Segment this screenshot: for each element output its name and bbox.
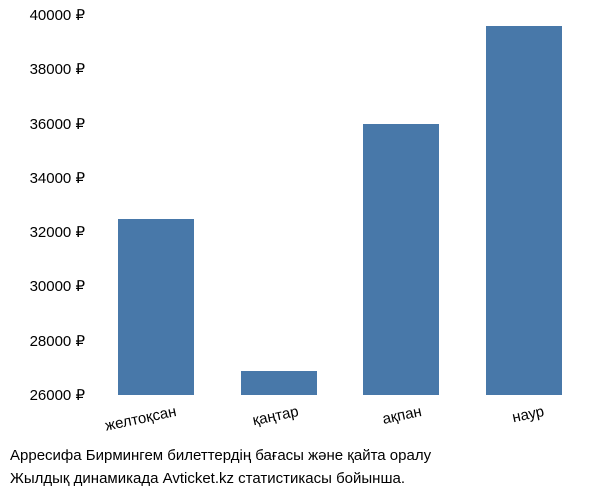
plot-area xyxy=(95,15,585,395)
y-tick-label: 26000 ₽ xyxy=(30,386,85,404)
x-tick-label: желтоқсан xyxy=(103,403,177,435)
y-tick-label: 40000 ₽ xyxy=(30,6,85,24)
x-tick-label: наур xyxy=(510,403,545,426)
chart-caption: Арресифа Бирмингем билеттердің бағасы жә… xyxy=(10,445,590,490)
y-tick-label: 36000 ₽ xyxy=(30,115,85,133)
caption-line-2: Жылдық динамикада Avticket.kz статистика… xyxy=(10,468,590,491)
price-chart: 26000 ₽ 28000 ₽ 30000 ₽ 32000 ₽ 34000 ₽ 36000… xyxy=(0,0,600,500)
bars-group xyxy=(95,15,585,395)
bar xyxy=(118,219,194,395)
y-axis: 26000 ₽28000 ₽30000 ₽32000 ₽34000 ₽36000… xyxy=(0,15,90,395)
y-tick-label: 32000 ₽ xyxy=(30,223,85,241)
x-axis: желтоқсан қаңтар ақпан наур xyxy=(95,398,585,438)
x-tick-label: ақпан xyxy=(380,403,422,428)
x-tick-label: қаңтар xyxy=(251,403,300,429)
caption-line-1: Арресифа Бирмингем билеттердің бағасы жә… xyxy=(10,445,590,468)
y-tick-label: 28000 ₽ xyxy=(30,332,85,350)
bar xyxy=(241,371,317,395)
bar xyxy=(363,124,439,395)
bar xyxy=(486,26,562,395)
y-tick-label: 30000 ₽ xyxy=(30,277,85,295)
y-tick-label: 38000 ₽ xyxy=(30,60,85,78)
y-tick-label: 34000 ₽ xyxy=(30,169,85,187)
